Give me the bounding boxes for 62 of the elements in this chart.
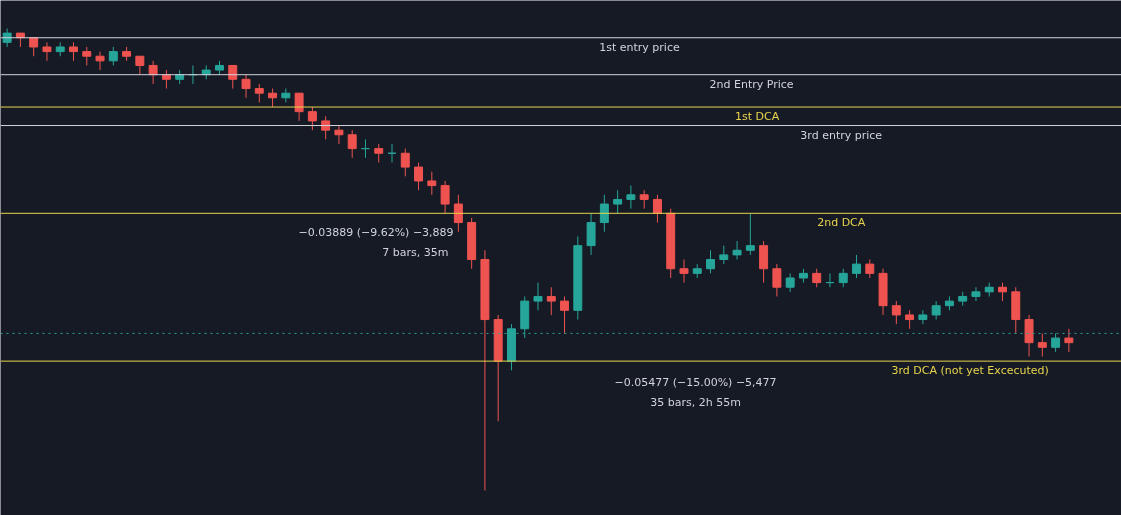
candlestick	[706, 249, 716, 274]
ref-line-label: 1st DCA	[735, 110, 780, 124]
ref-line-label: 2nd Entry Price	[709, 77, 794, 91]
candlestick	[400, 148, 410, 177]
candlestick	[546, 286, 556, 316]
candlestick	[427, 171, 437, 196]
candlestick	[772, 263, 782, 297]
annotation: 35 bars, 2h 55m	[650, 396, 741, 409]
candlestick	[852, 254, 861, 279]
candlestick	[560, 295, 570, 334]
candlestick	[998, 282, 1007, 302]
candlestick	[95, 51, 105, 71]
candlestick	[241, 74, 251, 99]
candlestick	[268, 88, 278, 108]
candlestick	[785, 272, 795, 293]
ref-line-label: 1st entry price	[599, 40, 680, 54]
candlestick	[905, 309, 915, 330]
candlestick	[82, 46, 92, 66]
candlestick	[161, 69, 171, 90]
candlestick	[639, 189, 649, 210]
candlestick	[759, 240, 769, 284]
candlestick	[599, 194, 609, 233]
candlestick	[918, 309, 928, 325]
candlestick	[533, 282, 543, 311]
annotation: −0.03889 (−9.62%) −3,889	[298, 226, 454, 239]
candlestick	[1037, 332, 1047, 358]
candlestick	[838, 268, 848, 288]
candlestick	[108, 46, 118, 66]
ref-line-label: 3rd entry price	[800, 128, 883, 142]
candlestick	[745, 212, 755, 256]
candlestick	[865, 259, 875, 279]
candlestick	[891, 300, 901, 325]
candlestick	[69, 41, 78, 62]
candlestick	[2, 28, 12, 48]
candlestick	[254, 83, 264, 103]
candlestick	[374, 143, 384, 163]
candlestick	[42, 41, 52, 62]
candlestick	[586, 212, 596, 256]
candlestick	[334, 125, 344, 145]
candlestick	[626, 185, 636, 210]
candlestick	[440, 180, 450, 214]
candlestick	[294, 92, 304, 122]
annotation: −0.05477 (−15.00%) −5,477	[614, 376, 777, 389]
candlestick	[453, 194, 463, 233]
candlestick	[1024, 314, 1034, 358]
candlestick	[679, 259, 689, 284]
candlestick	[732, 240, 742, 260]
candlestick	[148, 60, 158, 85]
candlestick	[347, 129, 357, 159]
candlestick	[719, 245, 729, 265]
candlestick	[135, 55, 145, 76]
candlestick	[414, 161, 424, 191]
candlestick	[652, 194, 662, 224]
annotation: 7 bars, 35m	[382, 246, 449, 259]
ref-line-label: 2nd DCA	[817, 216, 866, 230]
candlestick	[613, 189, 623, 214]
candlestick	[812, 268, 822, 288]
candlestick	[307, 106, 317, 131]
candlestick	[931, 300, 941, 321]
candlestick	[1064, 328, 1074, 353]
ref-line-label: 3rd DCA (not yet Excecuted)	[891, 364, 1049, 378]
candlestick	[971, 286, 981, 302]
